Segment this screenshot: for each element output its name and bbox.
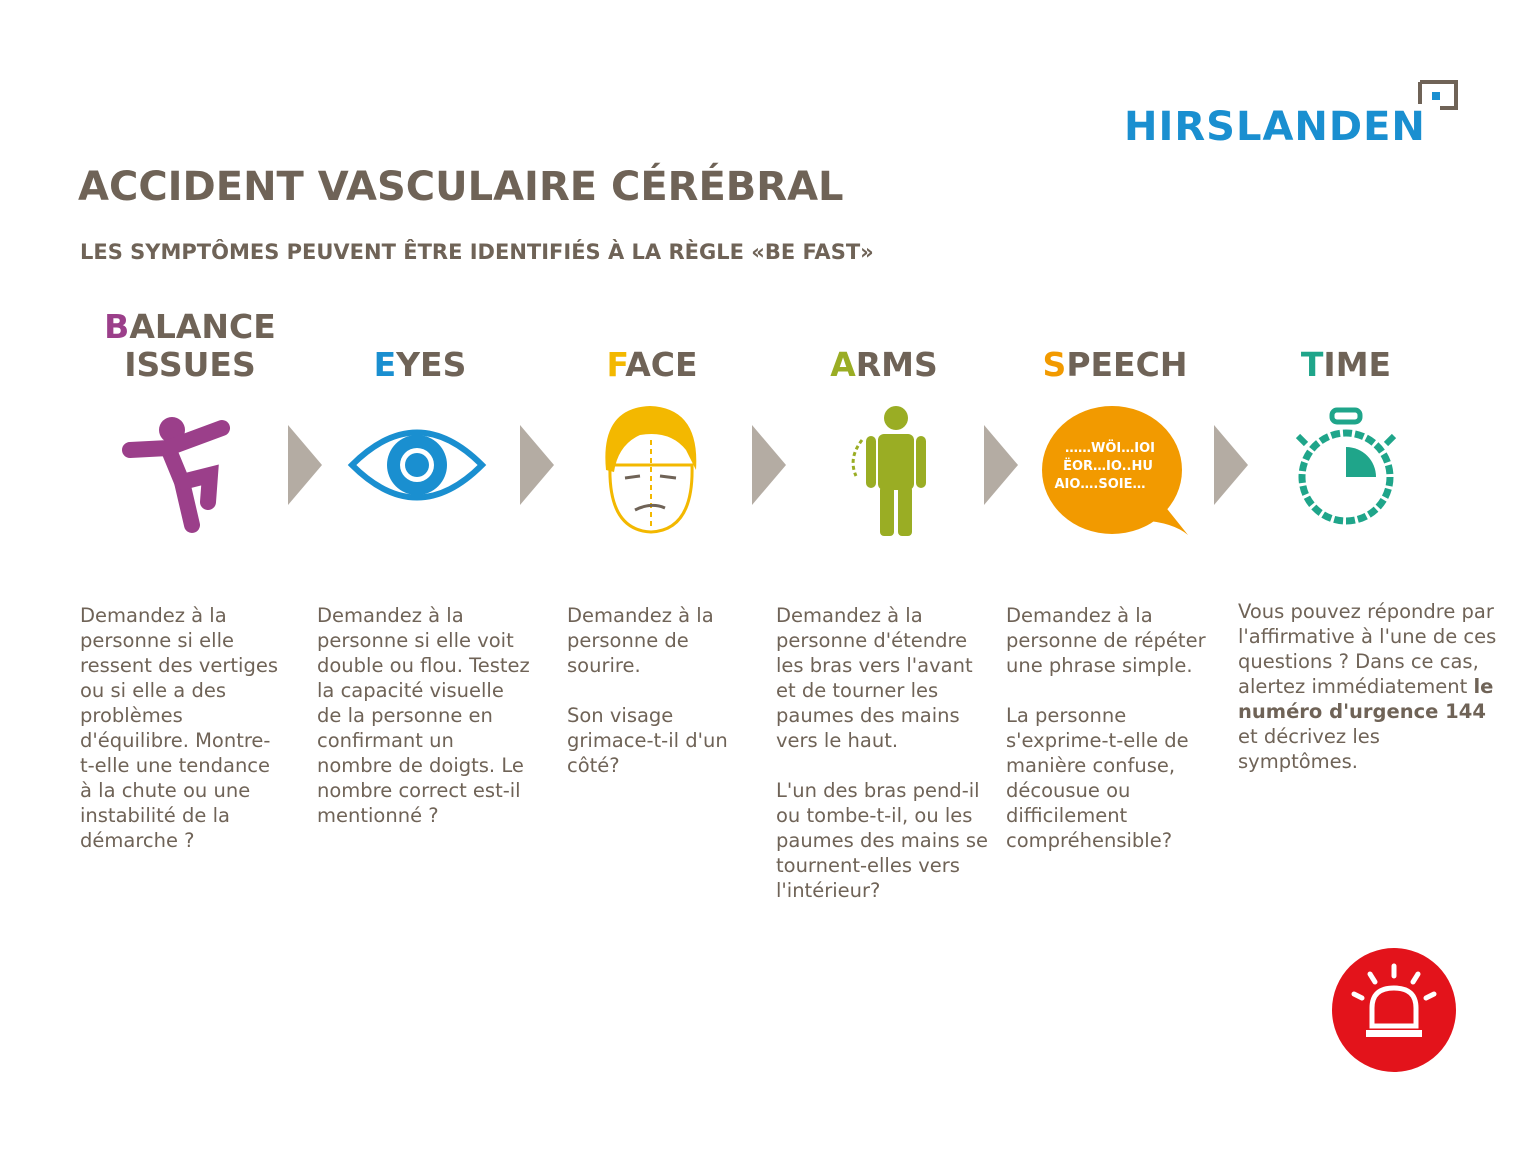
paragraph: Son visage grimace-t-il d'un côté?: [567, 704, 728, 777]
arms-icon: [851, 406, 926, 536]
paragraph: Vous pouvez répondre par l'affirmative à…: [1238, 600, 1497, 698]
speech-icon: ……WÖI…IOI ËOR…IO..HU AIO….SOIE…: [1042, 406, 1188, 535]
alarm-icon: [1332, 948, 1456, 1072]
step-text: Demandez à la personne si elle voit doub…: [317, 603, 532, 853]
balance-icon: [122, 417, 230, 533]
title: ACCIDENT VASCULAIRE CÉRÉBRAL: [78, 164, 844, 210]
heading-text: YES: [396, 345, 467, 384]
step-text: Demandez à la personne d'étendre les bra…: [776, 603, 991, 928]
heading-text: ACE: [625, 345, 698, 384]
paragraph: La personne s'exprime-t-elle de manière …: [1006, 704, 1189, 852]
step-text: Demandez à la personne de répéter une ph…: [1006, 603, 1221, 878]
logo-mark: [1418, 80, 1458, 110]
letter: F: [606, 345, 626, 384]
heading: FACE: [532, 346, 772, 384]
bubble-text: ……WÖI…IOI: [1065, 440, 1155, 456]
logo-text: HIRSLANDEN: [1124, 104, 1426, 150]
paragraph: Demandez à la personne si elle voit doub…: [317, 604, 530, 827]
step-text: Vous pouvez répondre par l'affirmative à…: [1238, 599, 1506, 774]
heading-text: RMS: [855, 345, 938, 384]
letter: B: [104, 307, 130, 346]
step-text: Demandez à la personne si elle ressent d…: [80, 603, 285, 878]
heading: EYES: [300, 346, 540, 384]
heading: BALANCE ISSUES: [70, 308, 310, 384]
paragraph: Demandez à la personne si elle ressent d…: [80, 604, 278, 852]
heading-text: ISSUES: [124, 345, 256, 384]
heading-text: IME: [1323, 345, 1392, 384]
heading: ARMS: [764, 346, 1004, 384]
subtitle: LES SYMPTÔMES PEUVENT ÊTRE IDENTIFIÉS À …: [80, 240, 874, 264]
paragraph: Demandez à la personne de sourire.: [567, 604, 714, 677]
face-icon: [605, 406, 697, 534]
paragraph: Demandez à la personne de répéter une ph…: [1006, 604, 1206, 677]
paragraph: L'un des bras pend-il ou tombe-t-il, ou …: [776, 779, 989, 902]
emphasis: le numéro d'urgence 144: [1238, 675, 1494, 723]
bubble-text: AIO….SOIE…: [1054, 477, 1145, 492]
letter: A: [830, 345, 856, 384]
letter: S: [1042, 345, 1067, 384]
letter: E: [373, 345, 397, 384]
icons: ……WÖI…IOI ËOR…IO..HU AIO….SOIE…: [122, 406, 1397, 536]
paragraph: Demandez à la personne d'étendre les bra…: [776, 604, 973, 752]
letter: T: [1300, 345, 1324, 384]
bubble-text: ËOR…IO..HU: [1063, 458, 1153, 474]
step-text: Demandez à la personne de sourire. Son vi…: [567, 603, 747, 803]
arrows: [288, 425, 1248, 505]
paragraph: et décrivez les symptômes.: [1238, 725, 1380, 773]
time-icon: [1295, 407, 1397, 525]
heading: SPEECH: [995, 346, 1235, 384]
heading-text: ALANCE: [129, 307, 276, 346]
heading: TIME: [1226, 346, 1466, 384]
eye-icon: [347, 429, 487, 501]
heading-text: PEECH: [1066, 345, 1188, 384]
